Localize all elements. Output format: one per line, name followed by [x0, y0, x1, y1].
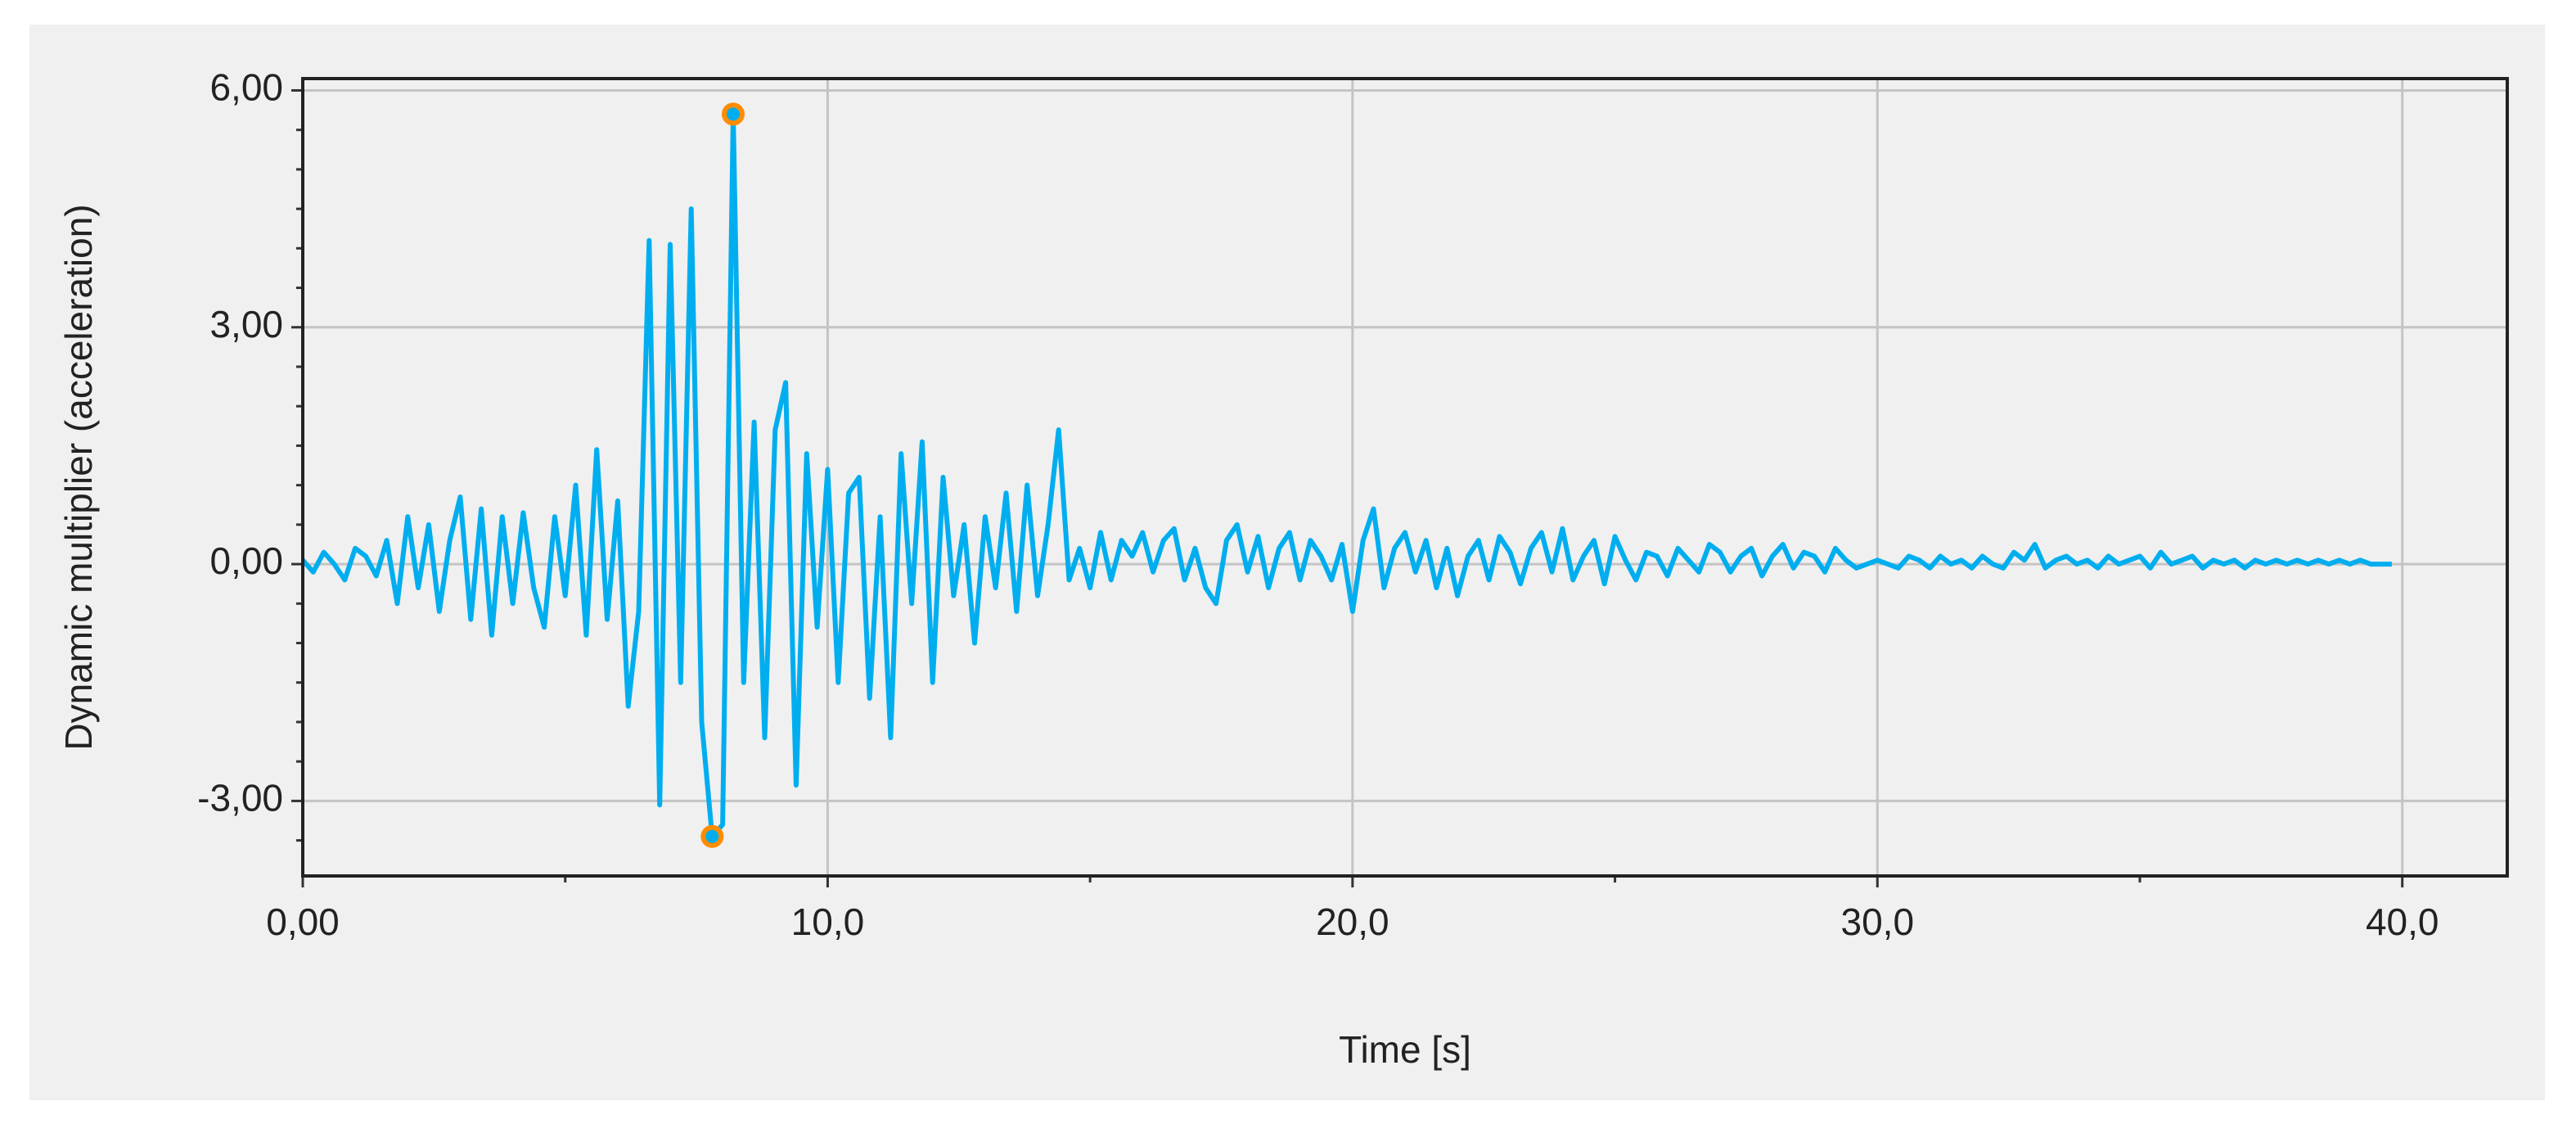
x-tick-label: 40,0	[2366, 901, 2439, 943]
x-axis-title: Time [s]	[1339, 1028, 1471, 1071]
y-tick-label: 3,00	[209, 303, 283, 345]
y-tick-label: 0,00	[209, 539, 283, 582]
extreme-marker	[700, 824, 724, 848]
data-line	[300, 111, 2392, 839]
x-tick-label: 10,0	[791, 901, 865, 943]
y-tick-label: 6,00	[209, 66, 283, 109]
y-tick-label: -3,00	[197, 777, 283, 819]
plot-frame	[301, 77, 2509, 878]
x-tick-label: 20,0	[1316, 901, 1389, 943]
x-tick-label: 0,00	[266, 901, 340, 943]
extreme-marker	[721, 102, 745, 126]
x-tick-label: 30,0	[1841, 901, 1915, 943]
y-axis-title: Dynamic multiplier (acceleration)	[57, 204, 100, 750]
